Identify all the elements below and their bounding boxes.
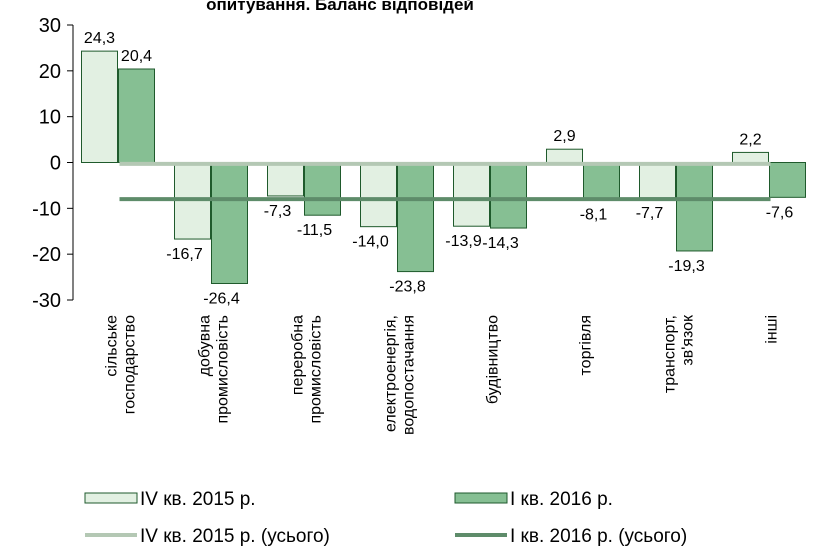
y-tick-label: -30 xyxy=(32,290,61,312)
x-tick-label: добувнапромисловість xyxy=(197,315,232,424)
x-tick-label: сільськегосподарство xyxy=(104,315,139,414)
chart-title: опитування. Баланс відповідей xyxy=(206,0,474,14)
bar xyxy=(769,162,806,198)
data-label: -26,4 xyxy=(203,291,240,308)
data-label: 2,2 xyxy=(739,131,761,148)
y-tick-label: -20 xyxy=(32,244,61,266)
x-tick-label: будівництво xyxy=(485,315,502,404)
bar xyxy=(118,68,155,163)
data-label: -16,7 xyxy=(166,246,203,263)
bar xyxy=(639,162,676,199)
data-label: -7,7 xyxy=(636,205,664,222)
x-tick-label: електроенергія,водопостачання xyxy=(383,315,418,435)
data-label: 20,4 xyxy=(121,48,152,65)
data-label: -11,5 xyxy=(297,222,332,239)
legend-label: IV кв. 2015 р. xyxy=(140,489,256,510)
y-tick-label: 30 xyxy=(39,15,61,37)
data-label: 2,9 xyxy=(553,128,575,145)
bar xyxy=(397,162,434,273)
legend-label: I кв. 2016 р. (усього) xyxy=(510,526,687,547)
bar xyxy=(267,162,304,197)
data-label: -13,9 xyxy=(445,233,482,250)
y-tick-label: 20 xyxy=(39,61,61,83)
legend-label: I кв. 2016 р. xyxy=(510,489,613,510)
bar xyxy=(211,162,248,284)
data-label: -14,0 xyxy=(352,234,389,251)
bar xyxy=(676,162,713,252)
bar xyxy=(732,151,769,164)
data-label: -7,3 xyxy=(264,203,292,220)
y-tick-label: 0 xyxy=(50,153,61,175)
data-label: -23,8 xyxy=(389,279,426,296)
data-label: -7,6 xyxy=(766,204,794,221)
bar xyxy=(453,162,490,227)
y-tick-label: 10 xyxy=(39,107,61,129)
legend-label: IV кв. 2015 р. (усього) xyxy=(140,526,330,547)
legend-swatch xyxy=(454,492,508,504)
legend-swatch xyxy=(84,492,138,504)
x-tick-label: переробнапромисловість xyxy=(290,315,325,424)
y-tick-label: -10 xyxy=(32,198,61,220)
bar xyxy=(583,162,620,201)
x-tick-label: транспорт,зв'язок xyxy=(662,314,697,393)
x-tick-label: торгівля xyxy=(578,315,595,375)
data-label: -14,3 xyxy=(482,235,519,252)
data-label: -19,3 xyxy=(668,258,705,275)
data-label: -8,1 xyxy=(580,207,608,224)
bar xyxy=(360,162,397,228)
x-tick-label: інші xyxy=(764,315,781,344)
bar xyxy=(81,50,118,163)
bar xyxy=(546,148,583,163)
bar xyxy=(304,162,341,216)
bar xyxy=(490,162,527,229)
data-label: 24,3 xyxy=(84,30,115,47)
